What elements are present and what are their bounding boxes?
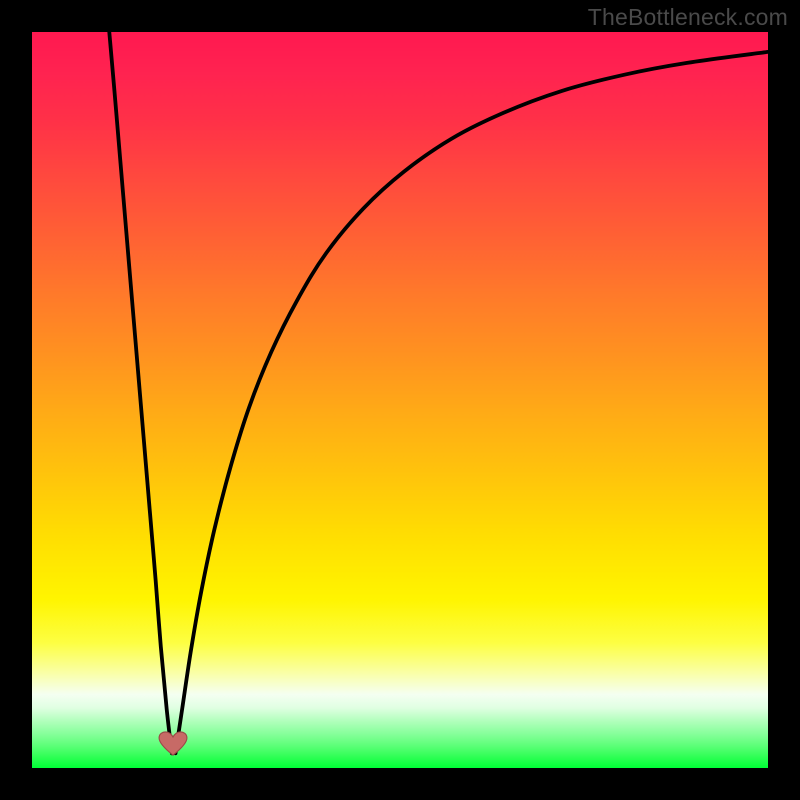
heart-icon [158, 731, 188, 757]
background-gradient [32, 32, 768, 768]
chart-frame: TheBottleneck.com [0, 0, 800, 800]
plot-area [32, 32, 768, 768]
watermark-text: TheBottleneck.com [588, 4, 788, 31]
